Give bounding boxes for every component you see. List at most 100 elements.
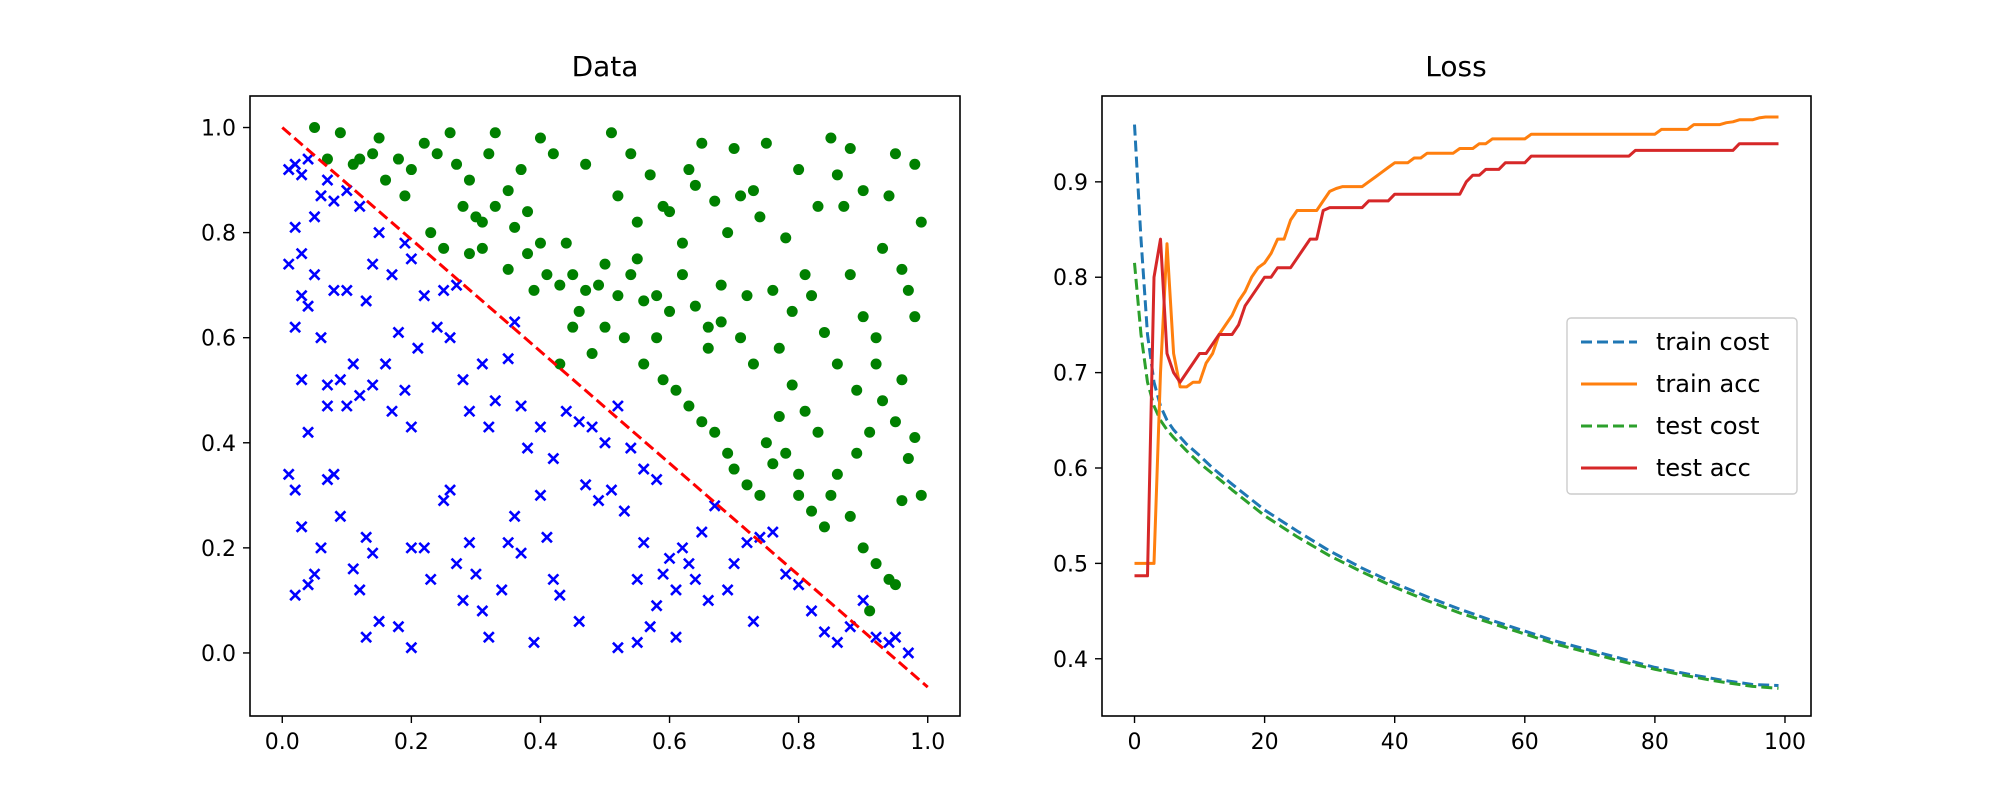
class1-point (618, 332, 630, 344)
class0-point (282, 468, 295, 481)
legend-label-train-acc: train acc (1656, 370, 1761, 398)
class0-point (302, 578, 315, 591)
class0-point (637, 463, 650, 475)
class0-point (282, 258, 295, 271)
class0-point (347, 358, 360, 370)
class0-point (695, 526, 708, 539)
class1-point (851, 447, 863, 459)
legend-label-test-cost: test cost (1656, 412, 1760, 440)
loss-y-tick-label: 0.4 (1053, 648, 1088, 673)
class0-point (657, 568, 670, 581)
class0-point (353, 583, 366, 596)
class1-point (418, 137, 430, 149)
class1-point (425, 227, 437, 239)
class1-point (728, 463, 740, 475)
loss-chart-title: Loss (1425, 50, 1486, 83)
class1-point (735, 332, 747, 344)
legend-label-train-cost: train cost (1656, 328, 1769, 356)
class0-point (295, 520, 308, 533)
class0-point (308, 210, 321, 223)
class0-point (573, 615, 586, 628)
class1-point (831, 169, 843, 181)
class1-point (741, 479, 753, 491)
class0-point (457, 594, 469, 607)
class1-point (651, 332, 663, 344)
class0-point (547, 452, 560, 465)
class0-point (308, 568, 321, 581)
class1-point (580, 284, 592, 296)
class0-point (360, 631, 373, 644)
train-cost-line (1133, 124, 1779, 687)
class1-point (522, 206, 534, 218)
class0-point (818, 626, 831, 638)
class0-point (444, 331, 457, 344)
loss-x-tick-label: 40 (1381, 730, 1409, 755)
class0-point (586, 421, 599, 433)
loss-legend: train cost train acc test cost test acc (1566, 317, 1798, 495)
class1-point (489, 200, 501, 212)
class1-point (657, 374, 669, 386)
class1-point (902, 453, 914, 465)
class0-point (721, 583, 734, 596)
loss-x-tick-label: 100 (1764, 730, 1806, 755)
class1-point (825, 132, 837, 144)
class1-point (889, 148, 901, 160)
loss-plot-frame (1101, 95, 1812, 717)
class1-point (534, 237, 546, 249)
test-acc-line (1134, 142, 1779, 578)
class1-point (818, 521, 830, 533)
class0-point (405, 421, 418, 433)
data-y-tick-label: 0.8 (201, 222, 236, 247)
class0-point (857, 594, 870, 607)
class1-point (915, 216, 927, 228)
class1-point (644, 169, 656, 181)
class1-point (534, 132, 546, 144)
class0-point (321, 400, 334, 412)
class0-point (637, 536, 650, 549)
class1-point (373, 132, 385, 144)
class0-point (682, 557, 695, 570)
class1-point (786, 379, 798, 391)
class1-point (431, 148, 443, 160)
class1-point (367, 148, 379, 160)
class0-point (411, 342, 424, 355)
class1-point (773, 342, 785, 354)
class0-point (611, 641, 624, 654)
class1-point (483, 148, 495, 160)
class1-point (709, 195, 721, 207)
data-y-tick-label: 1.0 (201, 117, 236, 142)
class1-point (593, 279, 605, 291)
class1-point (405, 164, 417, 176)
class0-point (450, 279, 463, 292)
loss-y-tick-label: 0.9 (1053, 171, 1088, 196)
loss-y-tick-label: 0.6 (1053, 457, 1088, 482)
class0-point (547, 573, 560, 586)
class0-point (476, 604, 489, 617)
class1-point (831, 358, 843, 370)
class1-point (780, 232, 792, 244)
data-x-tick-label: 0.6 (652, 730, 687, 755)
class0-point (476, 358, 489, 370)
class1-point (722, 447, 734, 459)
class1-point (541, 269, 553, 281)
class1-point (554, 279, 566, 291)
class0-point (289, 158, 302, 171)
class0-point (605, 484, 618, 496)
class0-point (624, 442, 637, 454)
class0-point (308, 268, 321, 281)
class1-point (909, 432, 921, 444)
class1-point (489, 127, 501, 139)
class0-point (702, 594, 715, 607)
class1-point (309, 122, 321, 134)
class1-point (851, 384, 863, 396)
class1-point (870, 358, 882, 370)
class0-point (482, 421, 495, 433)
class1-point (612, 290, 624, 302)
class1-point (870, 332, 882, 344)
class1-point (844, 143, 856, 155)
class1-point (702, 342, 714, 354)
class0-point (489, 394, 502, 407)
class1-point (709, 426, 721, 438)
class1-point (631, 253, 643, 265)
class1-point (864, 605, 876, 617)
